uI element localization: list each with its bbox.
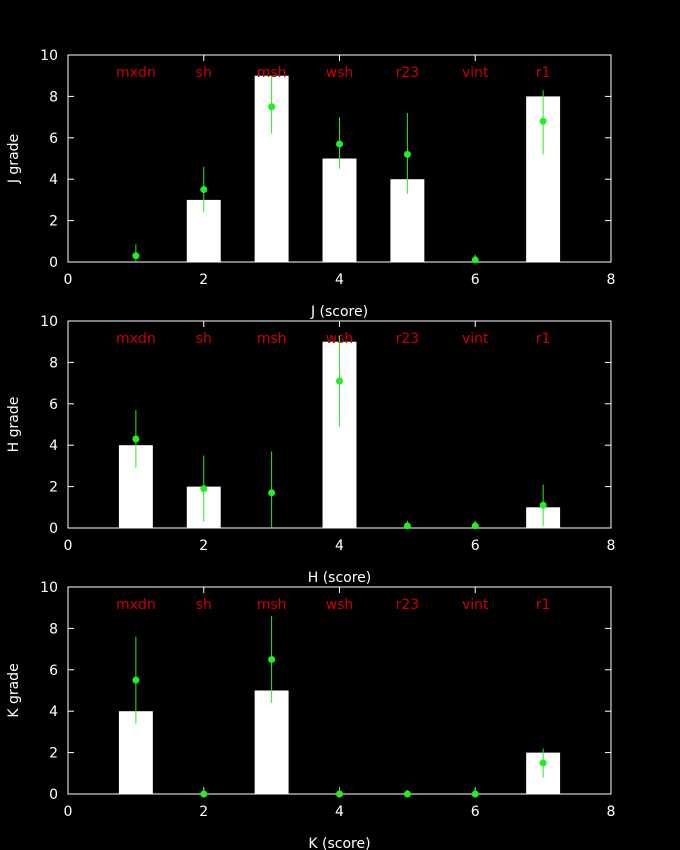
category-label: r1 [536,597,551,613]
y-axis-label: H grade [6,397,22,453]
data-point [336,377,343,385]
x-tick-label: 8 [607,272,616,288]
y-tick-label: 10 [40,314,58,330]
y-tick-label: 10 [40,580,58,596]
y-tick-label: 4 [49,172,58,188]
category-label: msh [257,65,287,81]
category-label: mxdn [116,331,156,347]
data-point [336,790,343,798]
data-point [539,117,547,125]
category-label: sh [196,65,212,81]
category-label: r23 [396,65,420,81]
y-axis-label: J grade [6,134,22,184]
y-tick-label: 0 [49,521,58,537]
x-tick-label: 8 [607,538,616,554]
x-axis-label: K (score) [308,836,370,850]
y-tick-label: 0 [49,787,58,803]
x-axis-label: J (score) [310,304,368,320]
data-point [200,790,208,798]
bar [254,690,289,794]
y-tick-label: 4 [49,438,58,454]
category-label: wsh [326,65,354,81]
data-point [471,522,479,530]
data-point [200,485,208,493]
category-label: r1 [536,331,551,347]
x-tick-label: 6 [471,804,480,820]
data-point [403,522,411,530]
data-point [471,256,479,264]
category-label: msh [257,331,287,347]
bar [118,711,153,794]
x-tick-label: 2 [199,272,208,288]
x-tick-label: 2 [199,538,208,554]
category-label: mxdn [116,597,156,613]
x-tick-label: 6 [471,538,480,554]
panel-1: 0 2 4 6 8 0 2 4 6 8 10 mxdn sh msh wsh r23 vint r1 J (scor… [6,48,615,320]
x-tick-label: 4 [335,538,344,554]
data-point [200,186,208,194]
y-tick-label: 8 [49,621,58,637]
x-tick-label: 4 [335,272,344,288]
y-tick-label: 2 [49,480,58,496]
data-point [336,140,343,148]
data-point [268,489,276,497]
y-tick-label: 6 [49,131,58,147]
y-tick-label: 2 [49,214,58,230]
data-point [132,252,140,260]
y-tick-label: 6 [49,663,58,679]
category-label: sh [196,597,212,613]
category-label: vint [462,65,489,81]
y-tick-label: 8 [49,355,58,371]
x-tick-label: 4 [335,804,344,820]
x-axis-label: H (score) [308,570,372,586]
panel-3: 0 2 4 6 8 0 2 4 6 8 10 mxdn sh msh wsh r23 vint r1 K (scor… [6,580,615,850]
category-label: r1 [536,65,551,81]
data-point [132,435,140,443]
y-tick-label: 4 [49,704,58,720]
x-tick-label: 6 [471,272,480,288]
data-point [403,790,411,798]
category-label: msh [257,597,287,613]
data-point [539,759,547,767]
y-tick-label: 2 [49,746,58,762]
category-label: vint [462,597,489,613]
data-point [403,150,411,158]
x-tick-label: 2 [199,804,208,820]
x-tick-label: 8 [607,804,616,820]
data-point [471,790,479,798]
bar [322,158,357,262]
category-label: r23 [396,597,420,613]
y-tick-label: 6 [49,397,58,413]
category-label: mxdn [116,65,156,81]
data-point [132,676,140,684]
category-label: wsh [326,597,354,613]
data-point [268,655,276,663]
data-point [268,103,276,111]
x-tick-label: 0 [64,804,73,820]
y-axis-label: K grade [6,663,22,717]
data-point [539,501,547,509]
category-label: sh [196,331,212,347]
category-label: r23 [396,331,420,347]
x-tick-label: 0 [64,272,73,288]
category-label: vint [462,331,489,347]
y-tick-label: 0 [49,255,58,271]
x-tick-label: 0 [64,538,73,554]
y-tick-label: 8 [49,89,58,105]
y-tick-label: 10 [40,48,58,64]
